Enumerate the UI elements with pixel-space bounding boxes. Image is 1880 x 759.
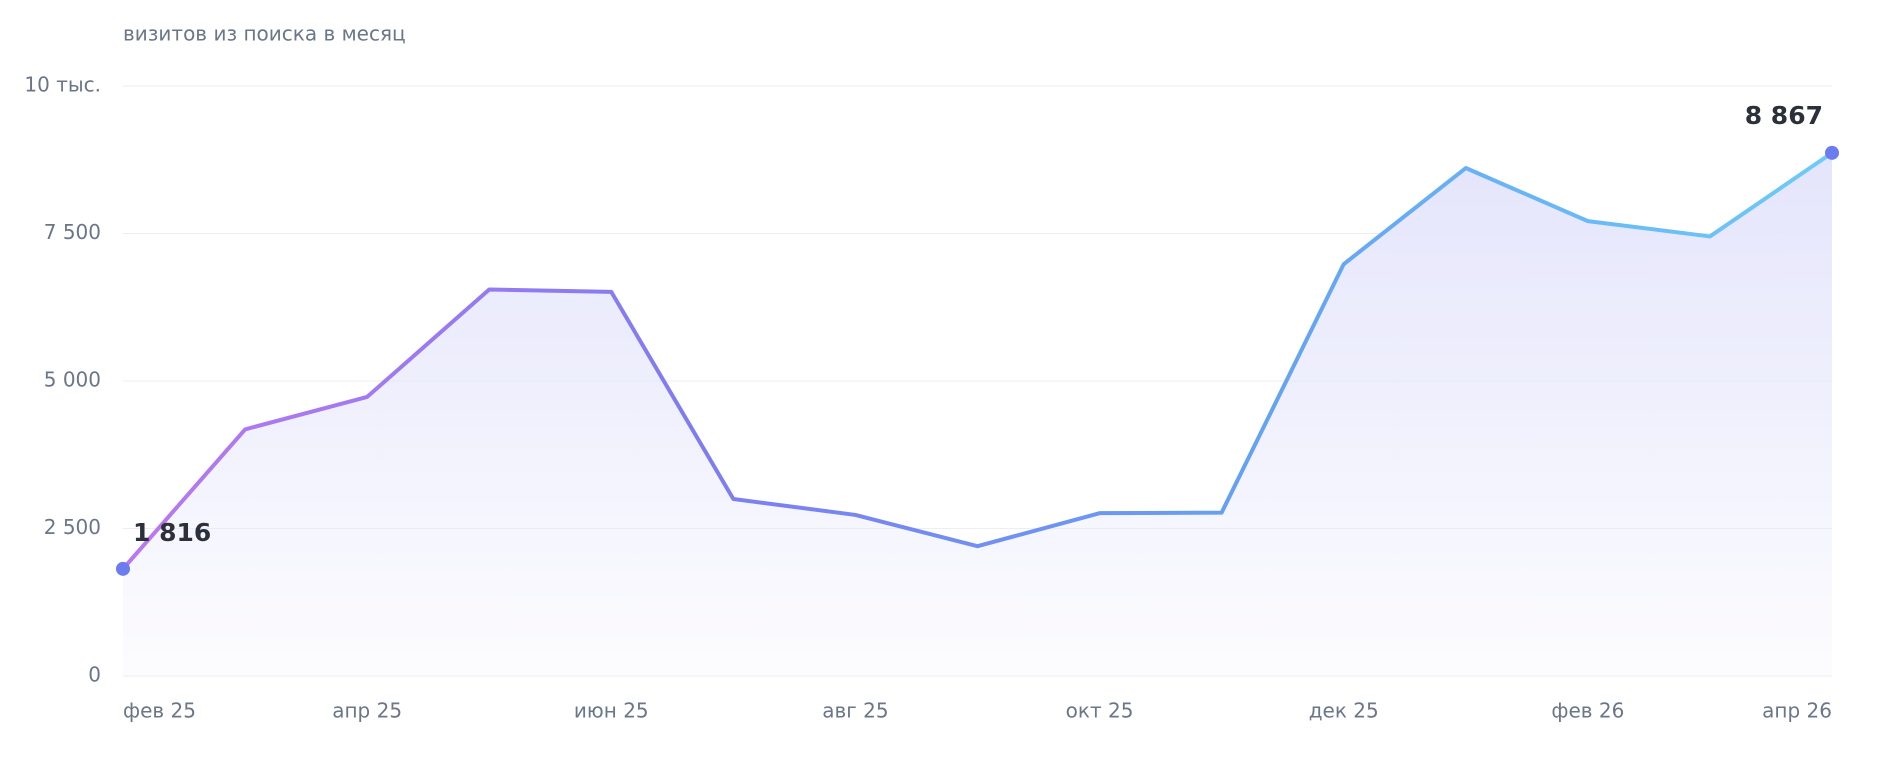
marker bbox=[116, 561, 130, 576]
x-tick-label: апр 25 bbox=[332, 699, 402, 723]
y-tick-label: 0 bbox=[88, 663, 101, 687]
x-tick-label: дек 25 bbox=[1309, 699, 1379, 723]
marker bbox=[1825, 145, 1839, 160]
x-tick-label: фев 26 bbox=[1551, 699, 1624, 723]
x-tick-label: июн 25 bbox=[574, 699, 649, 723]
line bbox=[121, 151, 1834, 571]
x-tick-label: окт 25 bbox=[1066, 699, 1134, 723]
x-tick-label: авг 25 bbox=[822, 699, 888, 723]
data-label: 8 867 bbox=[1745, 101, 1823, 130]
y-tick-label: 2 500 bbox=[44, 515, 101, 539]
x-tick-label: апр 26 bbox=[1762, 699, 1832, 723]
x-tick-label: фев 25 bbox=[123, 699, 196, 723]
area bbox=[123, 152, 1832, 677]
y-tick-label: 7 500 bbox=[44, 220, 101, 244]
y-tick-label: 10 тыс. bbox=[24, 73, 101, 97]
chart-title: визитов из поиска в месяц bbox=[123, 22, 406, 46]
y-tick-label: 5 000 bbox=[44, 368, 101, 392]
data-label: 1 816 bbox=[133, 518, 211, 547]
